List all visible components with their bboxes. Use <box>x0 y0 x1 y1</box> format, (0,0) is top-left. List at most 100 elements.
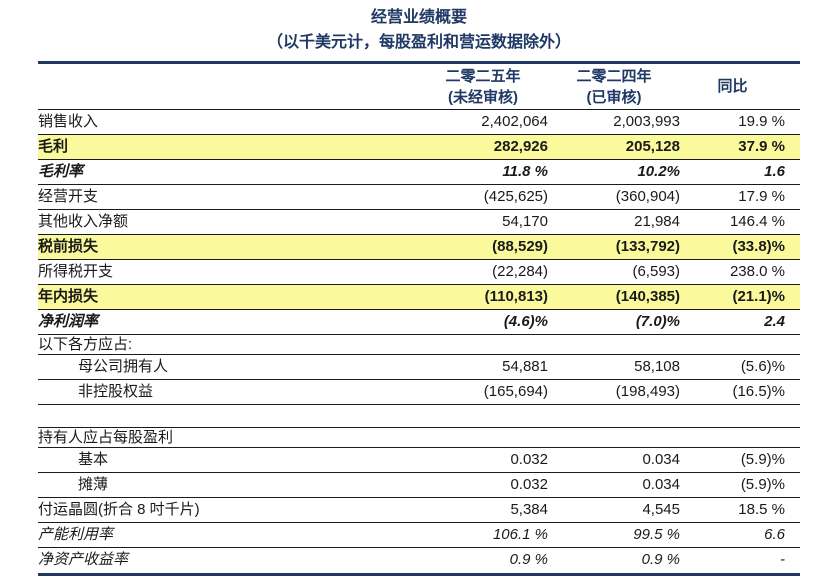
value-2025: 54,170 <box>502 213 548 230</box>
value-yoy: 17.9 % <box>738 188 785 205</box>
table-row: 摊薄 0.032 0.034 (5.9)% <box>38 473 800 498</box>
table-header: 二零二五年 (未经审核) 二零二四年 (已审核) 同比 <box>38 64 800 110</box>
table-row: 母公司拥有人 54,881 58,108 (5.6)% <box>38 355 800 380</box>
row-label: 销售收入 <box>38 113 99 130</box>
table-body: 销售收入 2,402,064 2,003,993 19.9 % 毛利 282,9… <box>38 110 800 573</box>
value-yoy: 37.9 % <box>738 138 785 155</box>
page-title: 经营业绩概要 <box>370 9 467 26</box>
row-label: 净资产收益率 <box>38 551 129 568</box>
column-header-2025-audit-status: (未经审核) <box>448 88 518 106</box>
value-2024: 0.9 % <box>641 551 680 568</box>
value-yoy: 2.4 <box>764 313 785 330</box>
column-header-2024-year: 二零二四年 <box>576 67 652 85</box>
row-label: 毛利 <box>38 138 69 155</box>
value-2024 <box>548 335 680 354</box>
table-row: 基本 0.032 0.034 (5.9)% <box>38 448 800 473</box>
value-2024: 99.5 % <box>633 526 680 543</box>
column-header-yoy: 同比 <box>717 78 748 95</box>
value-2025: 54,881 <box>502 358 548 375</box>
value-2025: 11.8 % <box>502 163 548 180</box>
row-label: 以下各方应占: <box>38 336 133 353</box>
value-2025: (22,284) <box>492 263 548 280</box>
value-2025: (425,625) <box>483 188 548 205</box>
value-2024: 21,984 <box>634 213 680 230</box>
value-2025: 282,926 <box>493 138 548 155</box>
value-2025: 0.9 % <box>509 551 548 568</box>
row-label: 所得税开支 <box>38 263 114 280</box>
table-row: 持有人应占每股盈利 <box>38 428 800 448</box>
row-label: 经营开支 <box>38 188 99 205</box>
value-2024: (360,904) <box>615 188 680 205</box>
table-row: 产能利用率 106.1 % 99.5 % 6.6 <box>38 523 800 548</box>
value-2024: 58,108 <box>634 358 680 375</box>
table-row: 以下各方应占: <box>38 335 800 355</box>
row-label: 其他收入净额 <box>38 213 129 230</box>
value-2024: 0.034 <box>642 476 680 493</box>
value-yoy: 19.9 % <box>738 113 785 130</box>
value-2024: 205,128 <box>625 138 680 155</box>
value-yoy: (21.1)% <box>732 288 785 305</box>
financial-summary-page: 经营业绩概要 （以千美元计，每股盈利和营运数据除外） 二零二五年 (未经审核) … <box>0 5 818 584</box>
value-2024: (7.0)% <box>635 313 680 330</box>
value-2024: 0.034 <box>642 451 680 468</box>
value-2025: 106.1 % <box>492 526 548 543</box>
value-yoy: - <box>780 551 785 568</box>
table-row: 毛利率 11.8 % 10.2% 1.6 <box>38 160 800 185</box>
row-label: 非控股权益 <box>78 383 154 400</box>
value-2024: (133,792) <box>615 238 680 255</box>
value-yoy: 238.0 % <box>729 263 785 280</box>
row-label: 持有人应占每股盈利 <box>38 429 174 446</box>
value-2025: (4.6)% <box>503 313 548 330</box>
value-yoy: (5.9)% <box>740 451 785 468</box>
table-row: 销售收入 2,402,064 2,003,993 19.9 % <box>38 110 800 135</box>
value-yoy <box>680 428 800 447</box>
value-yoy: 6.6 <box>764 526 785 543</box>
column-header-2025-year: 二零二五年 <box>445 67 521 85</box>
value-yoy: 18.5 % <box>738 501 785 518</box>
page-subtitle: （以千美元计，每股盈利和营运数据除外） <box>266 34 571 51</box>
table-row: 净资产收益率 0.9 % 0.9 % - <box>38 548 800 573</box>
row-label: 净利润率 <box>38 313 99 330</box>
value-yoy: (33.8)% <box>732 238 785 255</box>
value-yoy: 1.6 <box>764 163 785 180</box>
column-header-2025: 二零二五年 (未经审核) <box>418 66 548 108</box>
row-label: 摊薄 <box>78 476 109 493</box>
table-row: 付运晶圆(折合 8 吋千片) 5,384 4,545 18.5 % <box>38 498 800 523</box>
value-2025 <box>418 335 548 354</box>
column-header-2024: 二零二四年 (已审核) <box>548 66 680 108</box>
value-2025 <box>418 428 548 447</box>
value-2025: (165,694) <box>483 383 548 400</box>
row-label: 付运晶圆(折合 8 吋千片) <box>38 501 200 518</box>
value-yoy: (5.9)% <box>740 476 785 493</box>
value-yoy <box>680 335 800 354</box>
row-label <box>38 405 418 427</box>
column-header-2024-audit-status: (已审核) <box>586 88 642 106</box>
row-label: 毛利率 <box>38 163 84 180</box>
value-2025 <box>418 405 548 427</box>
value-2025: 0.032 <box>510 476 548 493</box>
value-2025: 5,384 <box>510 501 548 518</box>
value-yoy: 146.4 % <box>729 213 785 230</box>
value-2024: 4,545 <box>642 501 680 518</box>
value-2024: (6,593) <box>632 263 680 280</box>
table-row: 毛利 282,926 205,128 37.9 % <box>38 135 800 160</box>
value-2024: 10.2% <box>637 163 680 180</box>
value-2025: (110,813) <box>484 288 548 305</box>
table-row <box>38 405 800 428</box>
row-label: 税前损失 <box>38 238 99 255</box>
row-label: 母公司拥有人 <box>78 358 169 375</box>
table-row: 其他收入净额 54,170 21,984 146.4 % <box>38 210 800 235</box>
table-row: 经营开支 (425,625) (360,904) 17.9 % <box>38 185 800 210</box>
table-row: 非控股权益 (165,694) (198,493) (16.5)% <box>38 380 800 405</box>
table-row: 所得税开支 (22,284) (6,593) 238.0 % <box>38 260 800 285</box>
value-2024 <box>548 405 680 427</box>
value-2024: (198,493) <box>615 383 680 400</box>
value-yoy: (5.6)% <box>740 358 785 375</box>
table-row: 税前损失 (88,529) (133,792) (33.8)% <box>38 235 800 260</box>
row-label: 年内损失 <box>38 288 99 305</box>
value-2024: (140,385) <box>615 288 680 305</box>
value-2025: 2,402,064 <box>481 113 548 130</box>
value-2025: (88,529) <box>492 238 548 255</box>
table-row: 净利润率 (4.6)% (7.0)% 2.4 <box>38 310 800 335</box>
value-2025: 0.032 <box>510 451 548 468</box>
